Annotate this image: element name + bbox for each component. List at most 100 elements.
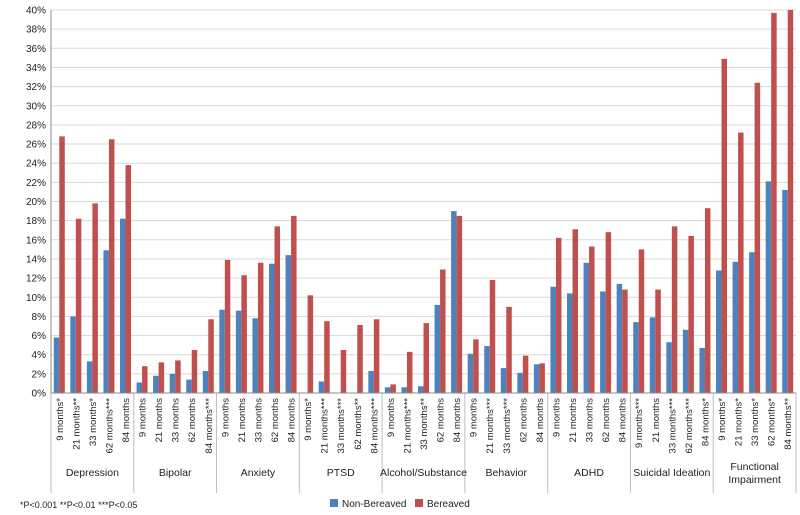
axes bbox=[50, 10, 797, 493]
x-tick-label: 21 months bbox=[237, 398, 248, 443]
x-tick-label: 62 months*** bbox=[684, 398, 695, 454]
bar-bereaved bbox=[241, 275, 247, 393]
bar-non-bereaved bbox=[765, 181, 772, 393]
y-tick-label: 8% bbox=[32, 312, 47, 323]
bar-bereaved bbox=[655, 289, 661, 393]
bar-bereaved bbox=[75, 218, 82, 393]
bar-non-bereaved bbox=[550, 286, 556, 393]
significance-footnote: *P<0.001 **P<0.01 ***P<0.05 bbox=[20, 500, 137, 510]
bar-non-bereaved bbox=[418, 386, 424, 393]
y-tick-label: 10% bbox=[26, 293, 46, 304]
bar-non-bereaved bbox=[616, 283, 623, 393]
y-tick-label: 22% bbox=[26, 178, 46, 189]
bar-bereaved bbox=[92, 203, 98, 393]
x-tick-label: 33 months* bbox=[750, 398, 761, 446]
y-tick-label: 30% bbox=[26, 101, 46, 112]
x-tick-label: 62 months*** bbox=[104, 398, 115, 454]
bar-non-bereaved bbox=[202, 370, 209, 393]
bar-non-bereaved bbox=[500, 368, 507, 393]
bar-non-bereaved bbox=[517, 372, 523, 393]
legend-swatch bbox=[415, 499, 423, 507]
bar-non-bereaved bbox=[169, 373, 176, 393]
gridlines bbox=[51, 9, 796, 375]
bar-non-bereaved bbox=[666, 342, 672, 393]
y-tick-label: 2% bbox=[32, 369, 47, 380]
bar-bereaved bbox=[440, 269, 446, 393]
bar-non-bereaved bbox=[451, 211, 457, 393]
bar-non-bereaved bbox=[782, 190, 788, 393]
group-label: PTSD bbox=[327, 467, 355, 479]
bar-bereaved bbox=[307, 295, 314, 393]
y-tick-label: 14% bbox=[26, 254, 46, 265]
y-tick-label: 26% bbox=[26, 140, 46, 151]
bar-bereaved bbox=[274, 226, 280, 393]
bar-bereaved bbox=[605, 232, 612, 393]
bar-non-bereaved bbox=[269, 263, 275, 393]
bar-non-bereaved bbox=[749, 252, 755, 393]
bar-bereaved bbox=[208, 319, 214, 393]
bar-bereaved bbox=[555, 237, 562, 393]
x-tick-label: 9 months*** bbox=[634, 398, 645, 448]
labels: 0% 2% 4% 6% 8% 10% 12% 14% 16% 18% 20% 22% 24% 26% 28%… bbox=[26, 6, 794, 487]
bar-non-bereaved bbox=[434, 304, 441, 393]
y-tick-label: 32% bbox=[26, 82, 46, 93]
bar-bereaved bbox=[291, 215, 297, 393]
bar-non-bereaved bbox=[86, 361, 93, 393]
x-tick-label: 9 months bbox=[551, 398, 562, 437]
x-tick-label: 21 months* bbox=[734, 398, 745, 446]
x-tick-label: 33 months*** bbox=[502, 398, 513, 454]
bar-bereaved bbox=[175, 360, 181, 393]
legend: Non-Bereaved Bereaved bbox=[330, 499, 470, 510]
bar-bereaved bbox=[257, 262, 264, 393]
x-tick-label: 62 months bbox=[601, 398, 612, 443]
legend-label: Non-Bereaved bbox=[342, 499, 406, 510]
bar-bereaved bbox=[191, 349, 198, 393]
x-tick-label: 21 months*** bbox=[402, 398, 413, 454]
bar-bereaved bbox=[506, 306, 512, 393]
bar-bereaved bbox=[125, 165, 131, 393]
bar-non-bereaved bbox=[384, 387, 391, 393]
x-tick-label: 9 months* bbox=[55, 398, 66, 441]
bar-non-bereaved bbox=[732, 261, 739, 393]
group-label: Depression bbox=[66, 467, 119, 479]
y-tick-label: 12% bbox=[26, 274, 46, 285]
bar-bereaved bbox=[59, 136, 65, 393]
bar-bereaved bbox=[473, 339, 479, 393]
x-tick-label: 33 months*** bbox=[667, 398, 678, 454]
bar-bereaved bbox=[390, 384, 396, 393]
bar-non-bereaved bbox=[219, 309, 225, 393]
bar-bereaved bbox=[688, 235, 694, 393]
x-tick-label: 9 months* bbox=[717, 398, 728, 441]
x-tick-label: 33 months bbox=[171, 398, 182, 443]
group-label: Anxiety bbox=[241, 467, 276, 479]
bar-bereaved bbox=[423, 323, 429, 393]
bar-bereaved bbox=[489, 280, 496, 393]
y-tick-label: 40% bbox=[26, 6, 46, 17]
bar-bereaved bbox=[373, 319, 380, 393]
x-tick-label: 84 months* bbox=[700, 398, 711, 446]
x-tick-label: 84 months bbox=[535, 398, 546, 443]
bar-bereaved bbox=[108, 139, 115, 393]
x-tick-label: 9 months* bbox=[303, 398, 314, 441]
y-tick-label: 4% bbox=[32, 350, 47, 361]
y-tick-label: 36% bbox=[26, 44, 46, 55]
bar-non-bereaved bbox=[600, 291, 606, 393]
bar-bereaved bbox=[324, 321, 330, 393]
x-tick-label: 21 months bbox=[568, 398, 579, 443]
x-tick-label: 84 months bbox=[618, 398, 629, 443]
bar-bereaved bbox=[357, 325, 363, 393]
x-tick-label: 33 months bbox=[585, 398, 596, 443]
bar-non-bereaved bbox=[136, 382, 143, 393]
bar-non-bereaved bbox=[583, 262, 590, 393]
legend-swatch bbox=[330, 499, 338, 507]
bar-bereaved bbox=[224, 259, 231, 393]
x-tick-label: 62 months* bbox=[767, 398, 778, 446]
x-tick-label: 21 months bbox=[154, 398, 165, 443]
bar-bereaved bbox=[589, 246, 595, 393]
bar-bereaved bbox=[787, 10, 794, 393]
bar-non-bereaved bbox=[682, 329, 689, 393]
bar-bereaved bbox=[771, 12, 777, 394]
x-tick-label: 84 months bbox=[452, 398, 463, 443]
x-tick-label: 33 months* bbox=[88, 398, 99, 446]
